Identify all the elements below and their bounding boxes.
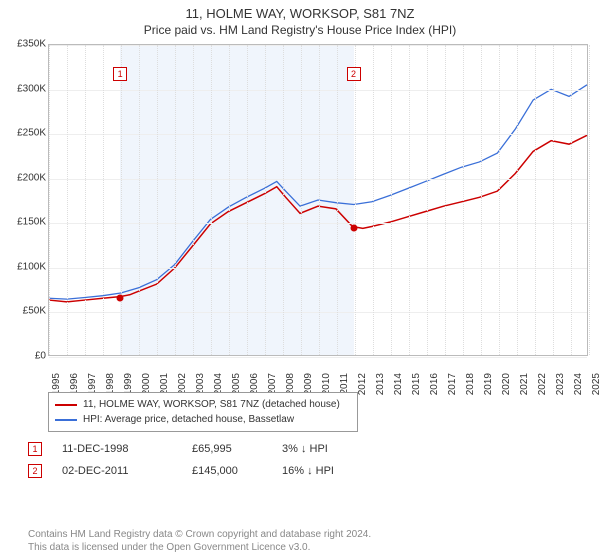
- plot-area: 12: [48, 44, 588, 356]
- footer-line-1: Contains HM Land Registry data © Crown c…: [28, 528, 371, 541]
- gridline-v: [283, 45, 284, 355]
- transaction-date: 02-DEC-2011: [62, 465, 182, 477]
- chart: 12 £0£50K£100K£150K£200K£250K£300K£350K1…: [6, 44, 594, 384]
- x-axis-label: 2012: [357, 373, 368, 399]
- legend-item: 11, HOLME WAY, WORKSOP, S81 7NZ (detache…: [55, 397, 351, 412]
- x-axis-label: 2014: [393, 373, 404, 399]
- gridline-v: [103, 45, 104, 355]
- gridline-v: [265, 45, 266, 355]
- gridline-v: [535, 45, 536, 355]
- gridline-v: [589, 45, 590, 355]
- gridline-h: [49, 223, 587, 224]
- gridline-v: [373, 45, 374, 355]
- gridline-v: [229, 45, 230, 355]
- gridline-h: [49, 312, 587, 313]
- gridline-h: [49, 179, 587, 180]
- chart-subtitle: Price paid vs. HM Land Registry's House …: [0, 21, 600, 41]
- gridline-h: [49, 134, 587, 135]
- transaction-pct: 16% ↓ HPI: [282, 465, 362, 477]
- footer-attribution: Contains HM Land Registry data © Crown c…: [28, 528, 371, 554]
- y-axis-label: £300K: [6, 83, 46, 94]
- transaction-row: 1 11-DEC-1998 £65,995 3% ↓ HPI: [28, 438, 362, 460]
- x-axis-label: 2019: [483, 373, 494, 399]
- gridline-v: [67, 45, 68, 355]
- chart-lines: [49, 45, 587, 355]
- y-axis-label: £250K: [6, 128, 46, 139]
- gridline-v: [391, 45, 392, 355]
- x-axis-label: 2021: [519, 373, 530, 399]
- gridline-v: [571, 45, 572, 355]
- x-axis-label: 2023: [555, 373, 566, 399]
- gridline-v: [337, 45, 338, 355]
- y-axis-label: £200K: [6, 172, 46, 183]
- gridline-v: [481, 45, 482, 355]
- marker-box: 1: [113, 67, 127, 81]
- gridline-v: [175, 45, 176, 355]
- x-axis-label: 2020: [501, 373, 512, 399]
- gridline-v: [409, 45, 410, 355]
- gridline-v: [139, 45, 140, 355]
- y-axis-label: £100K: [6, 261, 46, 272]
- gridline-v: [301, 45, 302, 355]
- gridline-h: [49, 90, 587, 91]
- gridline-v: [499, 45, 500, 355]
- legend-label: HPI: Average price, detached house, Bass…: [83, 412, 294, 427]
- transaction-date: 11-DEC-1998: [62, 443, 182, 455]
- gridline-v: [49, 45, 50, 355]
- transaction-pct: 3% ↓ HPI: [282, 443, 362, 455]
- transaction-row: 2 02-DEC-2011 £145,000 16% ↓ HPI: [28, 460, 362, 482]
- y-axis-label: £150K: [6, 217, 46, 228]
- legend-swatch: [55, 419, 77, 421]
- marker-dot: [350, 224, 357, 231]
- x-axis-label: 2017: [447, 373, 458, 399]
- y-axis-label: £350K: [6, 39, 46, 50]
- gridline-v: [463, 45, 464, 355]
- x-axis-label: 2018: [465, 373, 476, 399]
- gridline-v: [517, 45, 518, 355]
- marker-box: 2: [347, 67, 361, 81]
- x-axis-label: 2015: [411, 373, 422, 399]
- y-axis-label: £50K: [6, 306, 46, 317]
- gridline-v: [553, 45, 554, 355]
- legend-swatch: [55, 404, 77, 406]
- gridline-v: [445, 45, 446, 355]
- transaction-price: £65,995: [192, 443, 272, 455]
- gridline-v: [319, 45, 320, 355]
- legend-label: 11, HOLME WAY, WORKSOP, S81 7NZ (detache…: [83, 397, 340, 412]
- series-price_paid: [49, 135, 587, 302]
- footer-line-2: This data is licensed under the Open Gov…: [28, 541, 371, 554]
- transaction-price: £145,000: [192, 465, 272, 477]
- gridline-v: [247, 45, 248, 355]
- gridline-h: [49, 45, 587, 46]
- x-axis-label: 2022: [537, 373, 548, 399]
- gridline-v: [355, 45, 356, 355]
- x-axis-label: 2016: [429, 373, 440, 399]
- transaction-number: 2: [28, 464, 42, 478]
- gridline-h: [49, 357, 587, 358]
- legend: 11, HOLME WAY, WORKSOP, S81 7NZ (detache…: [48, 392, 358, 432]
- x-axis-label: 2025: [591, 373, 600, 399]
- x-axis-label: 2024: [573, 373, 584, 399]
- gridline-v: [427, 45, 428, 355]
- gridline-v: [121, 45, 122, 355]
- legend-item: HPI: Average price, detached house, Bass…: [55, 412, 351, 427]
- gridline-v: [85, 45, 86, 355]
- gridline-v: [193, 45, 194, 355]
- transaction-number: 1: [28, 442, 42, 456]
- transaction-table: 1 11-DEC-1998 £65,995 3% ↓ HPI 2 02-DEC-2011 £…: [28, 438, 362, 482]
- gridline-v: [157, 45, 158, 355]
- y-axis-label: £0: [6, 351, 46, 362]
- x-axis-label: 2013: [375, 373, 386, 399]
- gridline-v: [211, 45, 212, 355]
- marker-dot: [117, 295, 124, 302]
- gridline-h: [49, 268, 587, 269]
- chart-title: 11, HOLME WAY, WORKSOP, S81 7NZ: [0, 0, 600, 21]
